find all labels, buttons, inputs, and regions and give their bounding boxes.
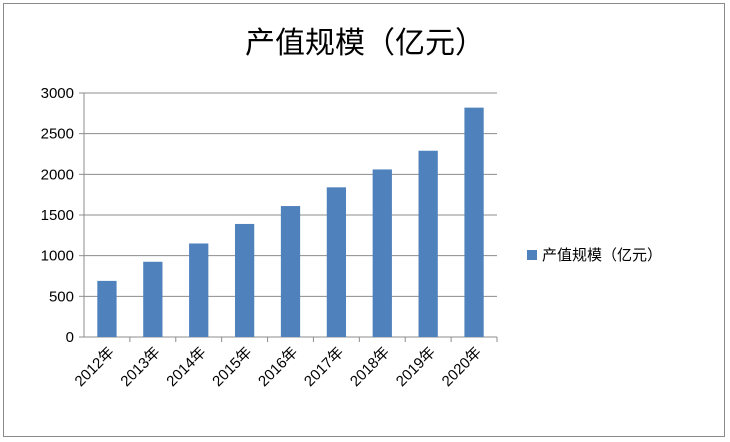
bar xyxy=(372,169,392,337)
bar xyxy=(280,206,301,337)
chart-title: 产值规模（亿元） xyxy=(245,26,485,61)
bar xyxy=(326,187,347,337)
y-tick-label: 2500 xyxy=(41,126,74,143)
x-tick-label: 2016年 xyxy=(255,344,301,390)
y-tick-label: 3000 xyxy=(41,85,74,102)
bar xyxy=(143,261,163,337)
bar xyxy=(418,150,438,337)
x-tick-label: 2015年 xyxy=(209,344,255,390)
x-tick-label: 2019年 xyxy=(393,344,439,390)
y-tick-label: 1000 xyxy=(41,248,74,265)
x-tick-label: 2012年 xyxy=(72,344,118,390)
x-tick-label: 2013年 xyxy=(117,344,163,390)
x-tick-label: 2017年 xyxy=(301,344,347,390)
x-tick-label: 2020年 xyxy=(439,344,485,390)
bar xyxy=(464,107,484,337)
x-tick-label: 2014年 xyxy=(163,344,209,390)
bar xyxy=(189,243,209,337)
legend-label: 产值规模（亿元） xyxy=(542,246,662,264)
bar xyxy=(234,223,255,337)
y-tick-label: 500 xyxy=(49,288,74,305)
legend-swatch xyxy=(527,250,537,260)
y-tick-label: 1500 xyxy=(41,207,74,224)
x-tick-label: 2018年 xyxy=(347,344,393,390)
y-tick-label: 0 xyxy=(66,329,74,346)
bar xyxy=(97,280,117,337)
y-tick-label: 2000 xyxy=(41,166,74,183)
chart-frame: 产值规模（亿元） xyxy=(3,3,725,437)
